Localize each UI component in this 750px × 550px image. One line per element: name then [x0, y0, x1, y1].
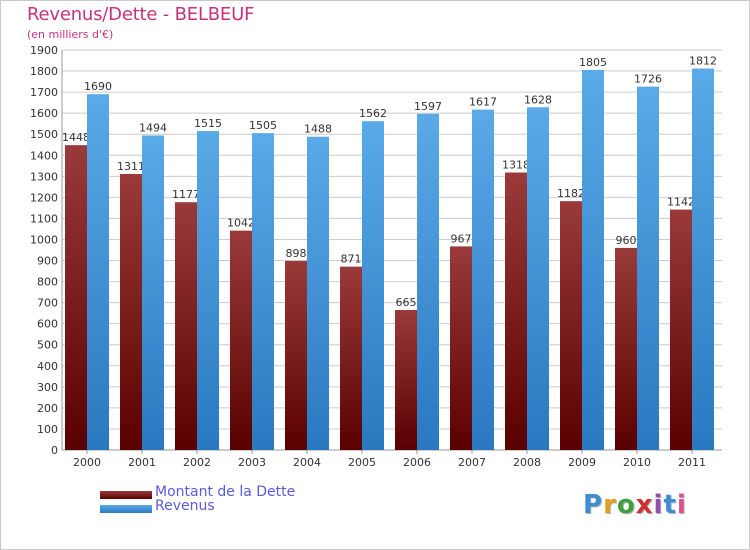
legend-label-debt: Montant de la Dette	[155, 484, 296, 500]
data-label-debt: 1318	[502, 159, 530, 172]
data-label-revenue: 1628	[524, 93, 552, 106]
bar-revenue	[527, 107, 549, 451]
legend-label-revenue: Revenus	[155, 498, 215, 514]
data-label-debt: 1142	[667, 196, 695, 209]
chart-title: Revenus/Dette - BELBEUF	[27, 4, 255, 25]
data-label-debt: 898	[286, 247, 307, 260]
x-tick-label: 2011	[678, 456, 706, 469]
bar-debt	[505, 172, 527, 451]
y-tick-label: 500	[37, 339, 58, 352]
bar-revenue	[417, 113, 439, 450]
x-tick-label: 2005	[348, 456, 376, 469]
x-tick-label: 2001	[128, 456, 156, 469]
x-tick-label: 2002	[183, 456, 211, 469]
bar-debt	[175, 202, 197, 450]
x-tick-label: 2009	[568, 456, 596, 469]
y-tick-label: 900	[37, 255, 58, 268]
x-tick-label: 2004	[293, 456, 321, 469]
y-tick-label: 100	[37, 423, 58, 436]
y-tick-label: 1300	[30, 170, 58, 183]
bar-debt	[615, 247, 637, 450]
x-tick-label: 2008	[513, 456, 541, 469]
bar-debt	[120, 174, 142, 450]
bar-revenue	[692, 68, 714, 451]
y-tick-label: 1900	[30, 44, 58, 57]
bar-revenue	[307, 136, 329, 450]
bar-revenue	[197, 131, 219, 451]
x-tick-label: 2007	[458, 456, 486, 469]
bar-revenue	[472, 109, 494, 450]
y-tick-label: 200	[37, 402, 58, 415]
data-label-revenue: 1812	[689, 55, 717, 68]
x-tick-label: 2010	[623, 456, 651, 469]
y-tick-label: 1000	[30, 233, 58, 246]
bar-debt	[450, 246, 472, 450]
data-label-debt: 1448	[62, 131, 90, 144]
bar-debt	[65, 145, 87, 450]
y-tick-label: 700	[37, 297, 58, 310]
y-tick-label: 600	[37, 318, 58, 331]
bar-revenue	[87, 94, 109, 451]
data-label-revenue: 1488	[304, 123, 332, 136]
y-tick-label: 1700	[30, 86, 58, 99]
data-label-revenue: 1494	[139, 121, 167, 134]
data-label-revenue: 1690	[84, 80, 112, 93]
y-tick-label: 1600	[30, 107, 58, 120]
y-tick-label: 800	[37, 276, 58, 289]
data-label-debt: 1042	[227, 217, 255, 230]
data-label-debt: 665	[396, 296, 417, 309]
data-label-debt: 1177	[172, 188, 200, 201]
bar-revenue	[637, 86, 659, 450]
data-label-revenue: 1597	[414, 100, 442, 113]
data-label-revenue: 1515	[194, 117, 222, 130]
y-tick-label: 1800	[30, 65, 58, 78]
y-tick-label: 1500	[30, 128, 58, 141]
y-tick-label: 400	[37, 360, 58, 373]
x-tick-label: 2006	[403, 456, 431, 469]
data-label-debt: 1311	[117, 160, 145, 173]
bar-revenue	[362, 121, 384, 450]
legend-swatch-debt	[100, 491, 152, 499]
y-tick-label: 1100	[30, 212, 58, 225]
data-label-revenue: 1562	[359, 107, 387, 120]
legend-swatch-revenue	[100, 505, 152, 513]
data-label-debt: 1182	[557, 187, 585, 200]
data-label-revenue: 1726	[634, 73, 662, 86]
bar-debt	[230, 230, 252, 450]
y-tick-label: 1400	[30, 149, 58, 162]
data-label-revenue: 1505	[249, 119, 277, 132]
y-tick-label: 0	[51, 444, 58, 457]
data-label-debt: 960	[616, 234, 637, 247]
bar-debt	[670, 209, 692, 450]
x-tick-label: 2000	[73, 456, 101, 469]
chart-subtitle: (en milliers d'€)	[27, 28, 114, 41]
x-tick-label: 2003	[238, 456, 266, 469]
data-label-revenue: 1617	[469, 96, 497, 109]
bar-revenue	[252, 133, 274, 450]
y-tick-label: 1200	[30, 191, 58, 204]
bar-debt	[340, 266, 362, 450]
bar-debt	[395, 310, 417, 450]
bar-debt	[285, 260, 307, 450]
data-label-debt: 871	[341, 253, 362, 266]
data-label-debt: 967	[451, 232, 472, 245]
proxiti-logo: Proxiti	[583, 490, 687, 520]
bar-debt	[560, 201, 582, 450]
data-label-revenue: 1805	[579, 56, 607, 69]
y-tick-label: 300	[37, 381, 58, 394]
bar-revenue	[582, 70, 604, 450]
bar-revenue	[142, 135, 164, 450]
